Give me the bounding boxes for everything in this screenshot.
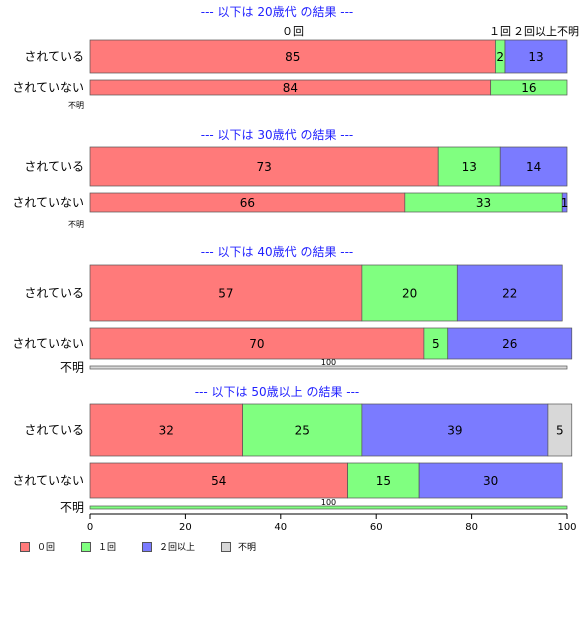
x-tick-label-4: 80 — [465, 522, 478, 533]
bar-segment-3-0-0 — [89, 403, 243, 457]
row-label-0-2: 不明 — [68, 101, 84, 110]
bar-segment-2-0-2 — [456, 264, 563, 322]
legend-label-0-times: ０回 — [37, 543, 56, 553]
data-label-0-0-1: 2 — [496, 50, 504, 64]
row-label-2-2: 不明 — [60, 361, 84, 375]
data-label-1-1-2: 1 — [561, 196, 569, 210]
data-label-3-1-1: 15 — [376, 474, 391, 488]
data-label-0-1-0: 84 — [283, 81, 298, 95]
bar-segment-3-2-1 — [89, 505, 568, 510]
bar-segment-1-1-2 — [561, 192, 568, 213]
data-label-2-0-0: 57 — [218, 287, 233, 301]
data-label-2-1-2: 26 — [502, 337, 517, 351]
legend-label-2-plus: ２回以上 — [159, 543, 196, 553]
bar-segment-3-0-1 — [242, 403, 363, 457]
row-label-0-1: されていない — [12, 81, 84, 95]
x-tick-label-0: 0 — [87, 522, 93, 533]
bar-segment-3-0-2 — [361, 403, 549, 457]
legend-item-0-times: ０回 — [20, 540, 55, 553]
data-label-1-0-2: 14 — [526, 160, 541, 174]
row-label-2-0: されている — [24, 286, 84, 300]
top-annotation-2: ２回以上 — [513, 25, 557, 38]
data-label-1-1-0: 66 — [240, 196, 255, 210]
row-label-3-1: されていない — [12, 474, 84, 488]
legend-swatch-2-plus — [142, 541, 153, 552]
row-label-1-2: 不明 — [68, 220, 84, 229]
bar-segment-1-0-1 — [437, 146, 501, 187]
bar-segment-3-0-3 — [547, 403, 573, 457]
data-label-3-0-0: 32 — [159, 424, 174, 438]
data-label-2-1-1: 5 — [432, 337, 440, 351]
bar-segment-1-0-0 — [89, 146, 439, 187]
group-title-2: --- 以下は 40歳代 の結果 --- — [201, 245, 354, 259]
row-label-1-0: されている — [24, 160, 84, 174]
bar-segment-1-0-2 — [499, 146, 568, 187]
data-label-3-1-2: 30 — [483, 474, 498, 488]
top-annotation-3: 不明 — [557, 25, 579, 38]
row-label-3-2: 不明 — [60, 501, 84, 515]
data-label-3-0-3: 5 — [556, 424, 564, 438]
row-label-2-1: されていない — [12, 337, 84, 351]
top-annotation-1: １回 — [489, 25, 511, 38]
bar-segment-3-1-2 — [418, 462, 563, 499]
group-title-0: --- 以下は 20歳代 の結果 --- — [201, 5, 354, 19]
data-label-1-1-1: 33 — [476, 196, 491, 210]
bar-segment-3-1-0 — [89, 462, 348, 499]
data-label-0-0-2: 13 — [528, 50, 543, 64]
group-title-3: --- 以下は 50歳以上 の結果 --- — [195, 385, 360, 399]
data-label-3-0-2: 39 — [447, 424, 462, 438]
x-tick-label-5: 100 — [557, 522, 576, 533]
bar-segment-2-0-1 — [361, 264, 458, 322]
data-label-1-0-0: 73 — [256, 160, 271, 174]
group-title-1: --- 以下は 30歳代 の結果 --- — [201, 128, 354, 142]
bar-segment-2-2-3 — [89, 365, 568, 370]
legend-item-2-plus: ２回以上 — [142, 540, 195, 553]
legend-label-1-time: １回 — [98, 543, 117, 553]
data-label-0-1-1: 16 — [521, 81, 536, 95]
data-label-2-0-2: 22 — [502, 287, 517, 301]
legend-swatch-0-times — [20, 541, 30, 552]
legend-item-1-time: １回 — [81, 540, 116, 553]
data-label-2-0-1: 20 — [402, 287, 417, 301]
bar-segment-2-1-0 — [89, 327, 425, 360]
x-tick-label-3: 60 — [370, 522, 383, 533]
legend-label-unknown: 不明 — [238, 543, 257, 553]
data-label-1-0-1: 13 — [462, 160, 477, 174]
row-label-0-0: されている — [24, 50, 84, 64]
row-label-3-0: されている — [24, 423, 84, 437]
data-label-0-0-0: 85 — [285, 50, 300, 64]
data-label-3-0-1: 25 — [295, 424, 310, 438]
top-annotation-0: ０回 — [282, 25, 304, 38]
legend-swatch-unknown — [221, 541, 232, 552]
legend-swatch-1-time — [81, 541, 92, 552]
bar-segment-2-1-2 — [447, 327, 573, 360]
x-tick-label-1: 20 — [179, 522, 192, 533]
data-label-2-1-0: 70 — [249, 337, 264, 351]
data-label-3-2-1: 100 — [321, 498, 336, 507]
x-tick-label-2: 40 — [274, 522, 287, 533]
legend: ０回 １回 ２回以上 不明 — [20, 540, 282, 553]
legend-item-unknown: 不明 — [221, 540, 256, 553]
bar-segment-0-0-2 — [504, 39, 568, 74]
data-label-2-2-3: 100 — [321, 358, 336, 367]
row-label-1-1: されていない — [12, 196, 84, 210]
data-label-3-1-0: 54 — [211, 474, 226, 488]
bar-segment-0-1-1 — [490, 79, 568, 96]
